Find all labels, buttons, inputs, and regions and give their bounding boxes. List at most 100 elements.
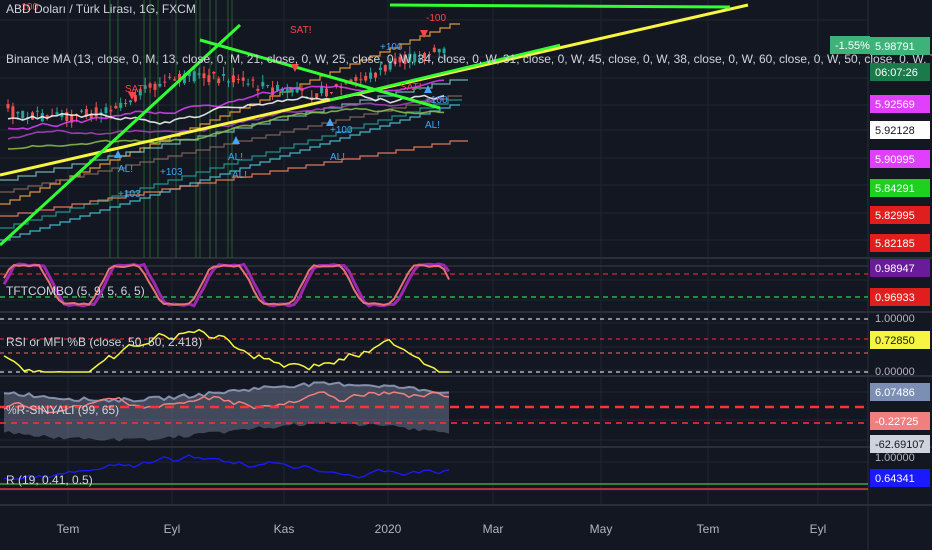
candle-body <box>280 88 284 91</box>
signal-label: -100 <box>426 13 446 24</box>
candle-body <box>383 65 387 72</box>
price-tag: 5.92128 <box>875 125 915 137</box>
candle-body <box>212 72 216 74</box>
signal-label: AL! <box>228 152 243 163</box>
candle-body <box>236 78 240 80</box>
candle-body <box>207 75 211 83</box>
axis-tick: 1.00000 <box>875 313 915 325</box>
tftcombo-tag: 0.96933 <box>875 292 915 304</box>
r-index-panel[interactable] <box>0 454 868 490</box>
candle-body <box>261 82 265 87</box>
axis-tick: 0.00000 <box>875 366 915 378</box>
r-sinyali-title: %R-SINYALI (99, 65) <box>6 403 119 417</box>
r-sinyali-tag-bg <box>870 412 930 430</box>
candle-body <box>143 85 147 89</box>
price-tag-bg <box>870 179 930 197</box>
price-tag: 5.98791 <box>875 41 915 53</box>
signal-label: SAT! <box>125 84 146 95</box>
signal-label: AL! <box>330 152 345 163</box>
candle-body <box>393 58 397 64</box>
price-tag: 5.84291 <box>875 183 915 195</box>
candle-body <box>173 79 177 81</box>
tftcombo-line <box>3 263 450 306</box>
r-index-line <box>3 454 450 481</box>
signal-label: AL! <box>425 120 440 131</box>
rsi-mfi-title: RSI or MFI %B (close, 50, 50, 2.418) <box>6 335 202 349</box>
r-sinyali-panel[interactable] <box>0 381 868 442</box>
candle-body <box>251 79 255 81</box>
price-tag-bg <box>870 95 930 113</box>
ma-ribbon <box>7 94 445 125</box>
candle-body <box>45 115 49 118</box>
time-axis[interactable]: Tem Eyl Kas 2020 Mar May Tem Eyl <box>57 522 827 536</box>
tftcombo-title: TFTCOMBO (5, 9, 5, 6, 5) <box>6 284 145 298</box>
price-axis[interactable]: 5.98791 06:07:26 5.92569 5.92128 5.90995 5.84… <box>830 36 930 487</box>
candle-body <box>138 89 142 96</box>
time-tick: May <box>590 522 613 536</box>
price-tag-bg <box>870 150 930 168</box>
buy-arrow-icon <box>424 85 432 93</box>
ma-step-line <box>0 104 460 241</box>
price-panel[interactable]: SAT! -100 SAT! -100 SAT! AL! +103 AL! +103 AL! +10… <box>0 0 749 258</box>
candle-body <box>320 86 324 94</box>
candle-body <box>408 53 412 62</box>
buy-arrow-icon <box>114 150 122 158</box>
rsi-mfi-panel[interactable] <box>0 318 868 373</box>
rsi-tag-bg <box>870 331 930 349</box>
sell-arrow-icon <box>128 92 136 100</box>
band-upper <box>3 381 450 403</box>
candle-body <box>378 67 382 70</box>
ma-step-line <box>0 79 468 181</box>
candle-body <box>104 107 108 114</box>
candle-body <box>119 102 123 108</box>
tftcombo-tag-bg <box>870 259 930 277</box>
change-badge-bg <box>830 36 870 54</box>
candle-body <box>129 100 132 103</box>
candle-body <box>271 87 275 96</box>
candle-body <box>276 84 279 91</box>
time-tick: Mar <box>483 522 504 536</box>
change-badge: -1.55% <box>835 40 870 52</box>
ma-ribbon <box>7 107 445 150</box>
candle-body <box>187 71 191 77</box>
r-index-tag-bg <box>870 469 930 487</box>
candle-body <box>231 75 235 83</box>
candle-body <box>192 71 196 82</box>
buy-arrow-icon <box>326 118 334 126</box>
price-tag: 06:07:26 <box>875 67 918 79</box>
trend-line-green <box>199 38 441 110</box>
price-tag-bg <box>870 63 930 81</box>
r-index-tag: 0.64341 <box>875 473 915 485</box>
candle-body <box>398 56 402 63</box>
signal-label: +100 <box>425 95 448 106</box>
candle-body <box>182 73 186 84</box>
candle-body <box>413 53 417 63</box>
r-sinyali-tag-bg <box>870 383 930 401</box>
candle-body <box>354 77 358 81</box>
time-tick: Eyl <box>164 522 181 536</box>
candle-body <box>266 85 270 87</box>
candle-body <box>359 79 363 81</box>
ma-ribbon <box>7 97 445 140</box>
r-sinyali-tag: -62.69107 <box>875 439 925 451</box>
signal-label: AL! <box>232 170 247 181</box>
tftcombo-panel[interactable] <box>0 262 868 308</box>
candle-body <box>197 73 201 75</box>
candle-body <box>6 104 10 109</box>
price-tag-bg <box>870 37 930 55</box>
time-tick: Tem <box>697 522 720 536</box>
candle-body <box>158 83 162 87</box>
candle-body <box>349 79 353 82</box>
tftcombo-tag-bg <box>870 288 930 306</box>
candle-body <box>124 102 128 104</box>
candle-body <box>114 105 118 109</box>
candle-body <box>442 48 446 54</box>
candle-body <box>329 92 333 94</box>
binance-ma-title: Binance MA (13, close, 0, M, 13, close, … <box>6 52 932 66</box>
candle-body <box>388 61 392 70</box>
candle-body <box>423 53 426 58</box>
price-tag: 5.90995 <box>875 154 915 166</box>
candle-body <box>290 87 294 93</box>
band-area <box>4 382 449 442</box>
